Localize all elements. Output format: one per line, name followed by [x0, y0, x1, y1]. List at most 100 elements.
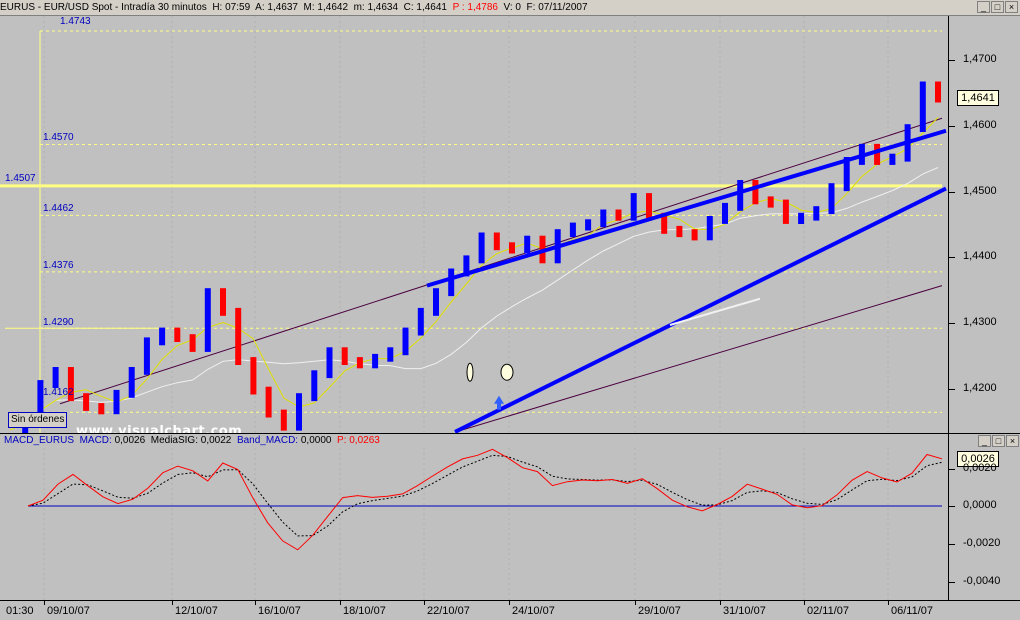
price-bar	[174, 327, 181, 342]
price-bar	[296, 393, 302, 431]
price-bar	[341, 347, 348, 365]
price-bar	[478, 232, 485, 264]
macd-panel[interactable]	[0, 448, 948, 600]
price-bar	[828, 183, 835, 214]
macd-tick-mark	[949, 506, 955, 507]
price-bar	[417, 307, 424, 336]
price-tick-mark	[949, 389, 955, 390]
price-bar	[402, 327, 409, 356]
price-bar	[600, 209, 607, 228]
price-axis: 1,4700 1,4600 1,4500 1,4400 1,4300 1,420…	[948, 16, 1020, 433]
price-bar	[493, 232, 500, 251]
macd-svg	[27, 448, 943, 600]
macd-tick-mark	[949, 544, 955, 545]
price-tick-label: 1,4600	[963, 119, 997, 131]
price-bar	[326, 347, 333, 379]
macd-close-button[interactable]: ×	[1006, 435, 1019, 447]
price-bar	[919, 81, 926, 132]
title-open: A: 1,4637	[255, 2, 298, 13]
macd-window-controls: _ □ ×	[978, 435, 1019, 447]
annotation-ellipse	[500, 363, 514, 381]
band-value: 0,0000	[300, 435, 332, 446]
signal-label: MediaSIG:	[150, 435, 198, 446]
date-tick	[424, 601, 425, 605]
date-label: 01:30	[6, 605, 34, 617]
date-label: 06/11/07	[891, 605, 934, 617]
macd-tick-mark	[949, 469, 955, 470]
price-bar	[585, 219, 592, 231]
price-bar	[630, 193, 637, 221]
price-bar	[98, 403, 105, 415]
price-bar	[874, 143, 881, 165]
date-tick	[509, 601, 510, 605]
macd-value: 0,0026	[114, 435, 146, 446]
price-bar	[280, 409, 287, 431]
level-label-3: 1.4507	[5, 173, 36, 184]
price-tick-mark	[949, 257, 955, 258]
price-bar	[722, 202, 728, 224]
window-controls: _ □ ×	[977, 1, 1018, 13]
support-highlight	[669, 297, 761, 326]
price-bar	[767, 196, 774, 208]
maximize-button[interactable]: □	[991, 1, 1004, 13]
date-tick	[888, 601, 889, 605]
last-price-marker: 1,4641	[957, 90, 999, 106]
price-bar	[189, 334, 196, 352]
price-tick-mark	[949, 126, 955, 127]
date-label: 02/11/07	[807, 605, 850, 617]
price-bar	[52, 367, 59, 388]
macd-tick-label: -0,0020	[963, 537, 1001, 549]
title-symbol: EURUS	[0, 2, 36, 13]
date-label: 16/10/07	[258, 605, 301, 617]
price-bar	[128, 367, 135, 398]
level-label-7: 1.4162	[43, 387, 74, 398]
p-label: P:	[337, 435, 347, 446]
price-chart-panel[interactable]: 1.4743 1.4570 1.4507 1.4462 1.4376 1.429…	[0, 16, 948, 433]
close-button[interactable]: ×	[1005, 1, 1018, 13]
macd-minimize-button[interactable]: _	[978, 435, 991, 447]
date-tick	[804, 601, 805, 605]
macd-tick-label: 0,0020	[963, 462, 997, 474]
title-high: M: 1,4642	[303, 2, 349, 13]
resistance-trendline	[426, 128, 947, 288]
price-bar	[798, 212, 805, 224]
level-label-6: 1.4290	[43, 317, 74, 328]
date-tick	[635, 601, 636, 605]
date-label: 29/10/07	[638, 605, 681, 617]
price-bar	[372, 353, 379, 369]
date-tick	[44, 601, 45, 605]
price-bar	[159, 327, 166, 346]
orders-button[interactable]: Sin órdenes	[8, 412, 68, 428]
window-titlebar: EURUS - EUR/USD Spot - Intradía 30 minut…	[0, 0, 1020, 16]
minimize-button[interactable]: _	[977, 1, 990, 13]
price-bar	[37, 380, 44, 421]
long-moving-average	[9, 167, 939, 431]
channel-upper-line	[59, 117, 943, 405]
price-bar	[311, 370, 318, 402]
date-label: 09/10/07	[47, 605, 90, 617]
date-label: 12/10/07	[175, 605, 218, 617]
price-bar	[889, 153, 896, 165]
price-bar	[569, 222, 576, 237]
date-axis: 01:30 09/10/07 12/10/07 16/10/07 18/10/0…	[0, 600, 1020, 620]
date-label: 18/10/07	[343, 605, 386, 617]
price-bar	[691, 229, 698, 241]
support-trendline	[454, 186, 947, 433]
price-bar	[935, 81, 941, 103]
price-tick-label: 1,4200	[963, 382, 997, 394]
price-bar	[67, 367, 74, 402]
macd-maximize-button[interactable]: □	[992, 435, 1005, 447]
date-tick	[340, 601, 341, 605]
macd-header: MACD_EURUS MACD: 0,0026 MediaSIG: 0,0022…	[0, 434, 952, 448]
price-bar	[463, 255, 470, 277]
date-label: 31/10/07	[723, 605, 766, 617]
p-value: 0,0263	[349, 435, 380, 446]
price-bar	[843, 157, 850, 192]
band-label: Band_MACD:	[236, 435, 299, 446]
title-period: Intradía 30 minutos	[121, 2, 207, 13]
title-hour: H: 07:59	[212, 2, 251, 13]
price-bar	[83, 393, 90, 411]
title-prev: P : 1,4786	[452, 2, 498, 13]
price-tick-label: 1,4700	[963, 53, 997, 65]
channel-lower-line	[459, 285, 943, 432]
